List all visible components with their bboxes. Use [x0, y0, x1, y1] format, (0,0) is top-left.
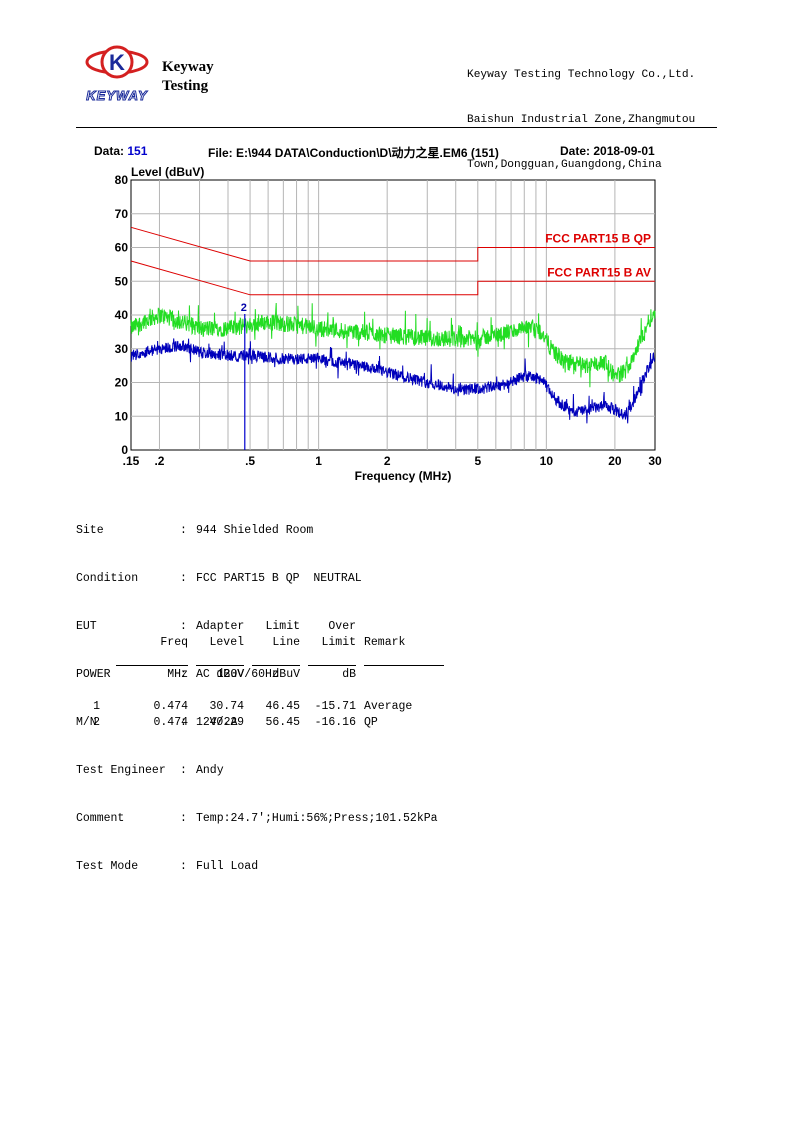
info-row: Test Mode: Full Load [76, 860, 259, 873]
unit-over: dB [342, 668, 356, 681]
row-limit: 46.45 [265, 700, 300, 713]
x-tick-label: 5 [474, 454, 481, 468]
file-path: File: E:\944 DATA\Conduction\D\动力之星.EM6 … [208, 146, 499, 160]
y-axis-label: Level (dBuV) [131, 165, 204, 179]
info-value: 944 Shielded Room [196, 524, 314, 537]
info-label: Test Engineer [76, 764, 166, 777]
info-row: M/N:12V/2A [76, 716, 238, 729]
company-line: Keyway Testing Technology Co.,Ltd. [467, 69, 696, 81]
info-label: POWER [76, 668, 111, 681]
x-tick-label: .2 [154, 454, 164, 468]
row-freq: 0.474 [153, 716, 188, 729]
header-over-top: Over [328, 620, 356, 633]
row-level: 30.74 [209, 700, 244, 713]
info-value: Full Load [196, 860, 259, 873]
y-tick-label: 50 [115, 274, 129, 288]
series-line-1 [130, 338, 656, 424]
header-underline [252, 665, 300, 666]
data-field: Data: 151 [94, 144, 147, 158]
info-row: EUT: Adapter [76, 620, 245, 633]
row-over: -15.71 [314, 700, 356, 713]
x-tick-label: .5 [245, 454, 255, 468]
info-label: EUT [76, 620, 97, 633]
header-underline [116, 665, 188, 666]
info-row: Condition: FCC PART15 B QP NEUTRAL [76, 572, 362, 585]
header-divider [76, 127, 717, 128]
header-over: Limit [321, 636, 356, 649]
info-value: Adapter [196, 620, 245, 633]
data-value: 151 [127, 144, 148, 158]
header-underline [196, 665, 244, 666]
data-label: Data: [94, 144, 125, 158]
header-freq: Freq [160, 636, 188, 649]
header-limit-top: Limit [265, 620, 300, 633]
y-tick-label: 60 [115, 241, 129, 255]
info-label: Comment [76, 812, 125, 825]
row-number: 2 [93, 716, 100, 729]
header-underline [308, 665, 356, 666]
info-value: Andy [196, 764, 224, 777]
emission-chart: 0 10 20 30 40 50 60 70 80 .15 .2 .5 1 2 5 10 20 30 Level (… [115, 165, 662, 483]
info-value: AC 120V/60Hz [196, 668, 279, 681]
info-label: M/N [76, 716, 97, 729]
marker-label: 2 [241, 302, 247, 314]
info-row: Test Engineer: Andy [76, 764, 224, 777]
row-remark: QP [364, 716, 378, 729]
test-info: Site:944 Shielded Room Condition: FCC PAR… [76, 491, 438, 891]
row-level: 40.29 [209, 716, 244, 729]
series-line-0 [130, 302, 656, 388]
y-tick-label: 40 [115, 308, 129, 322]
brand-name: Keyway Testing [162, 58, 214, 96]
limit-line-0 [130, 226, 655, 262]
row-over: -16.16 [314, 716, 356, 729]
y-tick-label: 0 [121, 443, 128, 457]
info-label: Condition [76, 572, 139, 585]
row-number: 1 [93, 700, 100, 713]
x-tick-label: 2 [384, 454, 391, 468]
limit-label: FCC PART15 B AV [547, 265, 651, 279]
info-row: Comment: Temp:24.7';Humi:56%;Press;101.52… [76, 812, 438, 825]
x-tick-label: 30 [648, 454, 662, 468]
header-underline [364, 665, 444, 666]
header-remark: Remark [364, 636, 406, 649]
limit-label: FCC PART15 B QP [545, 232, 651, 246]
info-label: Test Mode [76, 860, 139, 873]
y-tick-label: 10 [115, 409, 129, 423]
unit-freq: MHz [167, 668, 188, 681]
info-value: FCC PART15 B QP NEUTRAL [196, 572, 362, 585]
info-value: 12V/2A [196, 716, 238, 729]
unit-limit: dBuV [272, 668, 300, 681]
info-label: Site [76, 524, 104, 537]
x-tick-label: 20 [608, 454, 622, 468]
keyway-logo: K KEYWAY [85, 45, 149, 104]
x-tick-label: 10 [540, 454, 554, 468]
y-tick-label: 80 [115, 173, 129, 187]
y-tick-label: 20 [115, 376, 129, 390]
logo-wordmark: KEYWAY [86, 88, 148, 103]
company-line: Town,Dongguan,Guangdong,China [467, 159, 662, 171]
brand-line-1: Keyway [162, 59, 214, 75]
header-level: Level [209, 636, 244, 649]
row-limit: 56.45 [265, 716, 300, 729]
unit-level: dBuV [216, 668, 244, 681]
x-axis-label: Frequency (MHz) [355, 469, 452, 483]
info-row: POWER: AC 120V/60Hz [76, 668, 279, 681]
x-tick-label: .15 [123, 454, 140, 468]
y-tick-label: 30 [115, 342, 129, 356]
header-limit: Line [272, 636, 300, 649]
row-remark: Average [364, 700, 413, 713]
report-date: Date: 2018-09-01 [560, 144, 655, 158]
info-row: Site:944 Shielded Room [76, 524, 314, 537]
info-value: Temp:24.7';Humi:56%;Press;101.52kPa [196, 812, 438, 825]
limit-line-1 [130, 260, 655, 296]
x-tick-label: 1 [315, 454, 322, 468]
logo-letter: K [109, 50, 125, 75]
company-line: Baishun Industrial Zone,Zhangmutou [467, 114, 696, 126]
row-freq: 0.474 [153, 700, 188, 713]
brand-line-2: Testing [162, 78, 209, 94]
y-tick-label: 70 [115, 207, 129, 221]
